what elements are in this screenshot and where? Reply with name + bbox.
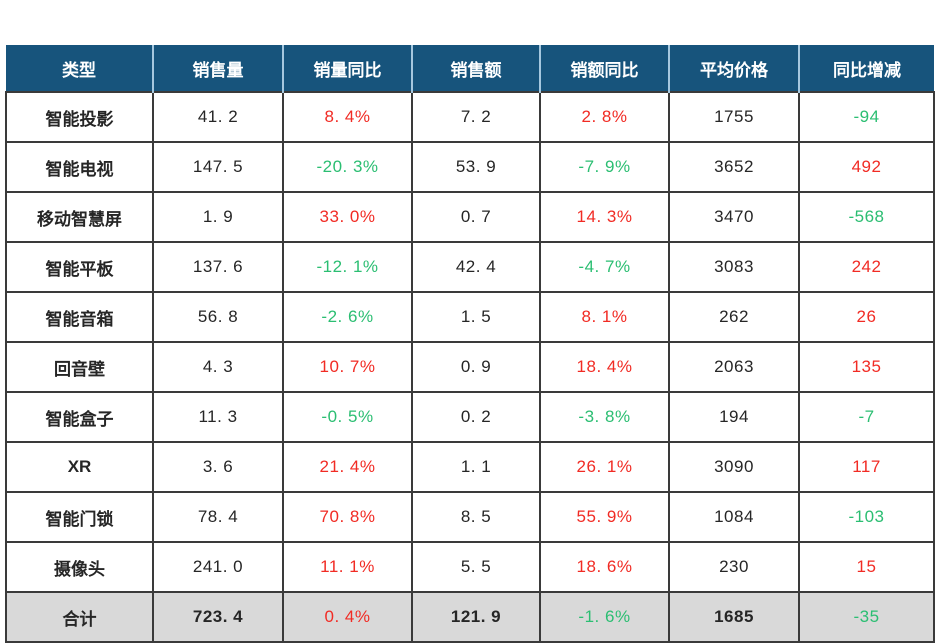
cell-sales-amount: 5. 5 [411,541,541,593]
table-row: 智能门锁 78. 4 70. 8% 8. 5 55. 9% 1084 -103 [5,491,935,543]
total-volume-yoy: 0. 4% [282,591,413,643]
header-type: 类型 [6,45,153,92]
total-yoy-change: -35 [798,591,935,643]
header-sales-volume: 销售量 [152,45,283,92]
cell-volume-yoy: 10. 7% [282,341,413,393]
cell-avg-price: 3470 [668,191,800,243]
cell-sales-volume: 78. 4 [152,491,284,543]
cell-avg-price: 3083 [668,241,800,293]
cell-yoy-change: -7 [798,391,935,443]
cell-sales-amount: 0. 2 [411,391,541,443]
table-row: 智能投影 41. 2 8. 4% 7. 2 2. 8% 1755 -94 [5,91,935,143]
cell-sales-amount: 42. 4 [411,241,541,293]
cell-sales-amount: 1. 1 [411,441,541,493]
cell-sales-volume: 56. 8 [152,291,284,343]
table-row: 智能盒子 11. 3 -0. 5% 0. 2 -3. 8% 194 -7 [5,391,935,443]
sales-table: 类型 销售量 销量同比 销售额 销额同比 平均价格 同比增减 智能投影 41. … [5,45,935,643]
table-row: 回音壁 4. 3 10. 7% 0. 9 18. 4% 2063 135 [5,341,935,393]
table-row: 智能电视 147. 5 -20. 3% 53. 9 -7. 9% 3652 49… [5,141,935,193]
cell-sales-amount: 0. 9 [411,341,541,393]
cell-volume-yoy: -12. 1% [282,241,413,293]
cell-avg-price: 3652 [668,141,800,193]
total-sales-amount: 121. 9 [411,591,541,643]
cell-amount-yoy: 2. 8% [539,91,670,143]
row-label: 智能音箱 [5,291,154,343]
cell-volume-yoy: 70. 8% [282,491,413,543]
table-row: XR 3. 6 21. 4% 1. 1 26. 1% 3090 117 [5,441,935,493]
cell-amount-yoy: -4. 7% [539,241,670,293]
cell-volume-yoy: -20. 3% [282,141,413,193]
cell-sales-amount: 1. 5 [411,291,541,343]
cell-amount-yoy: 26. 1% [539,441,670,493]
cell-avg-price: 1755 [668,91,800,143]
row-label: 移动智慧屏 [5,191,154,243]
row-label: XR [5,441,154,493]
cell-yoy-change: -103 [798,491,935,543]
cell-avg-price: 1084 [668,491,800,543]
cell-volume-yoy: 11. 1% [282,541,413,593]
cell-volume-yoy: 33. 0% [282,191,413,243]
cell-yoy-change: 242 [798,241,935,293]
cell-sales-amount: 0. 7 [411,191,541,243]
cell-sales-amount: 8. 5 [411,491,541,543]
cell-sales-amount: 7. 2 [411,91,541,143]
header-sales-amount: 销售额 [411,45,540,92]
header-amount-yoy: 销额同比 [539,45,669,92]
cell-yoy-change: -568 [798,191,935,243]
cell-sales-volume: 147. 5 [152,141,284,193]
cell-yoy-change: 117 [798,441,935,493]
cell-avg-price: 194 [668,391,800,443]
total-avg-price: 1685 [668,591,800,643]
row-label: 智能盒子 [5,391,154,443]
cell-yoy-change: 135 [798,341,935,393]
cell-volume-yoy: -2. 6% [282,291,413,343]
cell-avg-price: 3090 [668,441,800,493]
cell-avg-price: 230 [668,541,800,593]
cell-sales-volume: 4. 3 [152,341,284,393]
total-label: 合计 [5,591,154,643]
cell-yoy-change: 26 [798,291,935,343]
cell-sales-volume: 41. 2 [152,91,284,143]
row-label: 智能投影 [5,91,154,143]
cell-yoy-change: 492 [798,141,935,193]
total-row: 合计 723. 4 0. 4% 121. 9 -1. 6% 1685 -35 [5,591,935,643]
header-volume-yoy: 销量同比 [282,45,412,92]
cell-yoy-change: -94 [798,91,935,143]
cell-amount-yoy: -3. 8% [539,391,670,443]
table-row: 智能音箱 56. 8 -2. 6% 1. 5 8. 1% 262 26 [5,291,935,343]
cell-amount-yoy: -7. 9% [539,141,670,193]
cell-amount-yoy: 18. 4% [539,341,670,393]
row-label: 摄像头 [5,541,154,593]
cell-avg-price: 2063 [668,341,800,393]
header-row: 类型 销售量 销量同比 销售额 销额同比 平均价格 同比增减 [6,45,934,92]
table-row: 智能平板 137. 6 -12. 1% 42. 4 -4. 7% 3083 24… [5,241,935,293]
cell-volume-yoy: 21. 4% [282,441,413,493]
cell-sales-volume: 11. 3 [152,391,284,443]
cell-amount-yoy: 18. 6% [539,541,670,593]
row-label: 智能电视 [5,141,154,193]
row-label: 回音壁 [5,341,154,393]
cell-yoy-change: 15 [798,541,935,593]
row-label: 智能平板 [5,241,154,293]
cell-avg-price: 262 [668,291,800,343]
cell-amount-yoy: 55. 9% [539,491,670,543]
cell-sales-volume: 3. 6 [152,441,284,493]
cell-sales-volume: 1. 9 [152,191,284,243]
header-avg-price: 平均价格 [668,45,799,92]
cell-volume-yoy: 8. 4% [282,91,413,143]
cell-volume-yoy: -0. 5% [282,391,413,443]
table-row: 移动智慧屏 1. 9 33. 0% 0. 7 14. 3% 3470 -568 [5,191,935,243]
header-yoy-change: 同比增减 [798,45,934,92]
row-label: 智能门锁 [5,491,154,543]
cell-sales-volume: 241. 0 [152,541,284,593]
cell-amount-yoy: 8. 1% [539,291,670,343]
cell-sales-amount: 53. 9 [411,141,541,193]
cell-amount-yoy: 14. 3% [539,191,670,243]
total-sales-volume: 723. 4 [152,591,284,643]
table-row: 摄像头 241. 0 11. 1% 5. 5 18. 6% 230 15 [5,541,935,593]
total-amount-yoy: -1. 6% [539,591,670,643]
cell-sales-volume: 137. 6 [152,241,284,293]
